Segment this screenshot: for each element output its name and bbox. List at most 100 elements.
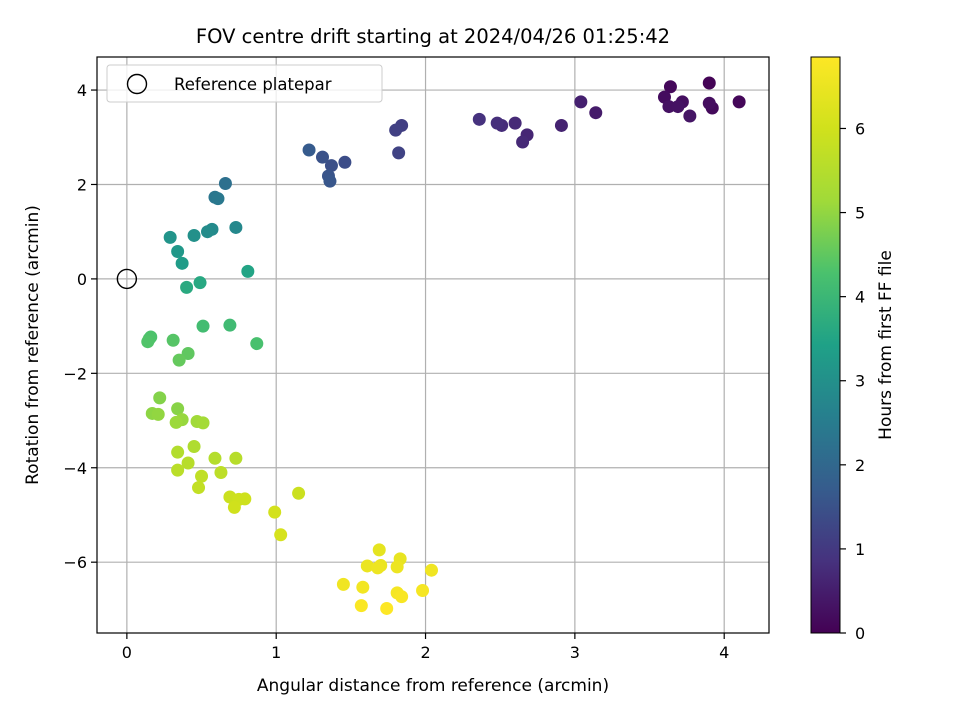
scatter-point <box>323 174 337 188</box>
scatter-point <box>683 109 697 123</box>
scatter-point <box>508 116 522 130</box>
scatter-point <box>163 230 177 244</box>
scatter-point <box>229 451 243 465</box>
legend: Reference platepar <box>106 64 383 103</box>
scatter-point <box>360 559 374 573</box>
scatter-point <box>324 159 338 173</box>
scatter-point <box>663 80 677 94</box>
x-tick-label: 4 <box>719 643 729 662</box>
y-axis-label: Rotation from reference (arcmin) <box>23 205 43 485</box>
scatter-point <box>192 481 206 495</box>
scatter-point <box>490 116 504 130</box>
scatter-point <box>195 469 209 483</box>
y-tick-label: 4 <box>77 81 87 100</box>
colorbar-tick-label: 3 <box>855 372 865 391</box>
scatter-point <box>181 456 195 470</box>
scatter-point <box>196 319 210 333</box>
y-tick-label: −6 <box>63 553 87 572</box>
colorbar-gradient <box>810 56 841 634</box>
scatter-point <box>390 560 404 574</box>
scatter-point <box>171 445 185 459</box>
colorbar-tick-label: 5 <box>855 204 865 223</box>
scatter-point <box>208 451 222 465</box>
scatter-point <box>356 580 370 594</box>
scatter-point <box>302 143 316 157</box>
y-tick-label: 2 <box>77 175 87 194</box>
scatter-point <box>554 118 568 132</box>
plot-area: 0 1 2 3 4 −6 −4 −2 0 2 4 <box>63 56 770 662</box>
legend-label-reference: Reference platepar <box>174 75 332 94</box>
colorbar-label: Hours from first FF file <box>876 250 896 440</box>
reference-platepar-marker <box>116 268 138 290</box>
scatter-point <box>171 245 185 259</box>
scatter-point <box>574 95 588 109</box>
scatter-point <box>371 561 385 575</box>
y-axis-ticks: −6 −4 −2 0 2 4 <box>63 81 97 572</box>
scatter-point <box>315 150 329 164</box>
scatter-point <box>380 601 394 615</box>
colorbar-tick-label: 0 <box>855 624 865 643</box>
scatter-point <box>180 280 194 294</box>
scatter-point <box>171 463 185 477</box>
scatter-point <box>702 96 716 110</box>
scatter-point <box>196 416 210 430</box>
x-tick-label: 1 <box>271 643 281 662</box>
scatter-point <box>193 276 207 290</box>
colorbar-tick-label: 1 <box>855 540 865 559</box>
scatter-point <box>589 106 603 120</box>
chart-title: FOV centre drift starting at 2024/04/26 … <box>196 25 670 48</box>
scatter-point <box>389 123 403 137</box>
x-tick-label: 2 <box>420 643 430 662</box>
scatter-point <box>187 440 201 454</box>
scatter-point <box>392 146 406 160</box>
colorbar-tick-label: 6 <box>855 119 865 138</box>
scatter-point <box>516 135 530 149</box>
scatter-point <box>166 333 180 347</box>
y-tick-label: −4 <box>63 459 87 478</box>
x-axis-ticks: 0 1 2 3 4 <box>122 633 729 662</box>
scatter-points <box>116 76 746 615</box>
scatter-point <box>181 346 195 360</box>
scatter-point <box>671 100 685 114</box>
legend-box <box>106 64 383 103</box>
legend-marker-reference <box>126 73 148 95</box>
scatter-point <box>172 353 186 367</box>
scatter-point <box>241 264 255 278</box>
scatter-point <box>425 563 439 577</box>
scatter-point <box>227 500 241 514</box>
colorbar: 0 1 2 3 4 5 6 Hours from first FF file <box>810 56 896 643</box>
scatter-point <box>292 486 306 500</box>
scatter-point <box>732 95 746 109</box>
colorbar-tick-label: 2 <box>855 456 865 475</box>
scatter-point <box>702 76 716 90</box>
scatter-point <box>201 225 215 239</box>
scatter-point <box>274 528 288 542</box>
scatter-point <box>472 112 486 126</box>
scatter-point <box>223 318 237 332</box>
scatter-point <box>171 402 185 416</box>
y-tick-label: 0 <box>77 270 87 289</box>
scatter-point <box>153 391 167 405</box>
scatter-point <box>211 192 225 206</box>
scatter-point <box>141 335 155 349</box>
x-tick-label: 0 <box>122 643 132 662</box>
plot-frame <box>96 56 770 634</box>
x-tick-label: 3 <box>570 643 580 662</box>
scatter-point <box>416 584 430 598</box>
scatter-point <box>175 256 189 270</box>
scatter-point <box>354 599 368 613</box>
scatter-point <box>250 337 264 351</box>
scatter-point <box>662 100 676 114</box>
scatter-point <box>268 505 282 519</box>
scatter-point <box>214 465 228 479</box>
scatter-point <box>372 543 386 557</box>
scatter-point <box>169 415 183 429</box>
colorbar-ticks: 0 1 2 3 4 5 6 <box>840 119 865 643</box>
scatter-point <box>229 220 243 234</box>
scatter-point <box>338 155 352 169</box>
plot-background <box>97 57 769 633</box>
scatter-point <box>336 577 350 591</box>
scatter-point <box>187 228 201 242</box>
scatter-point <box>218 177 232 191</box>
